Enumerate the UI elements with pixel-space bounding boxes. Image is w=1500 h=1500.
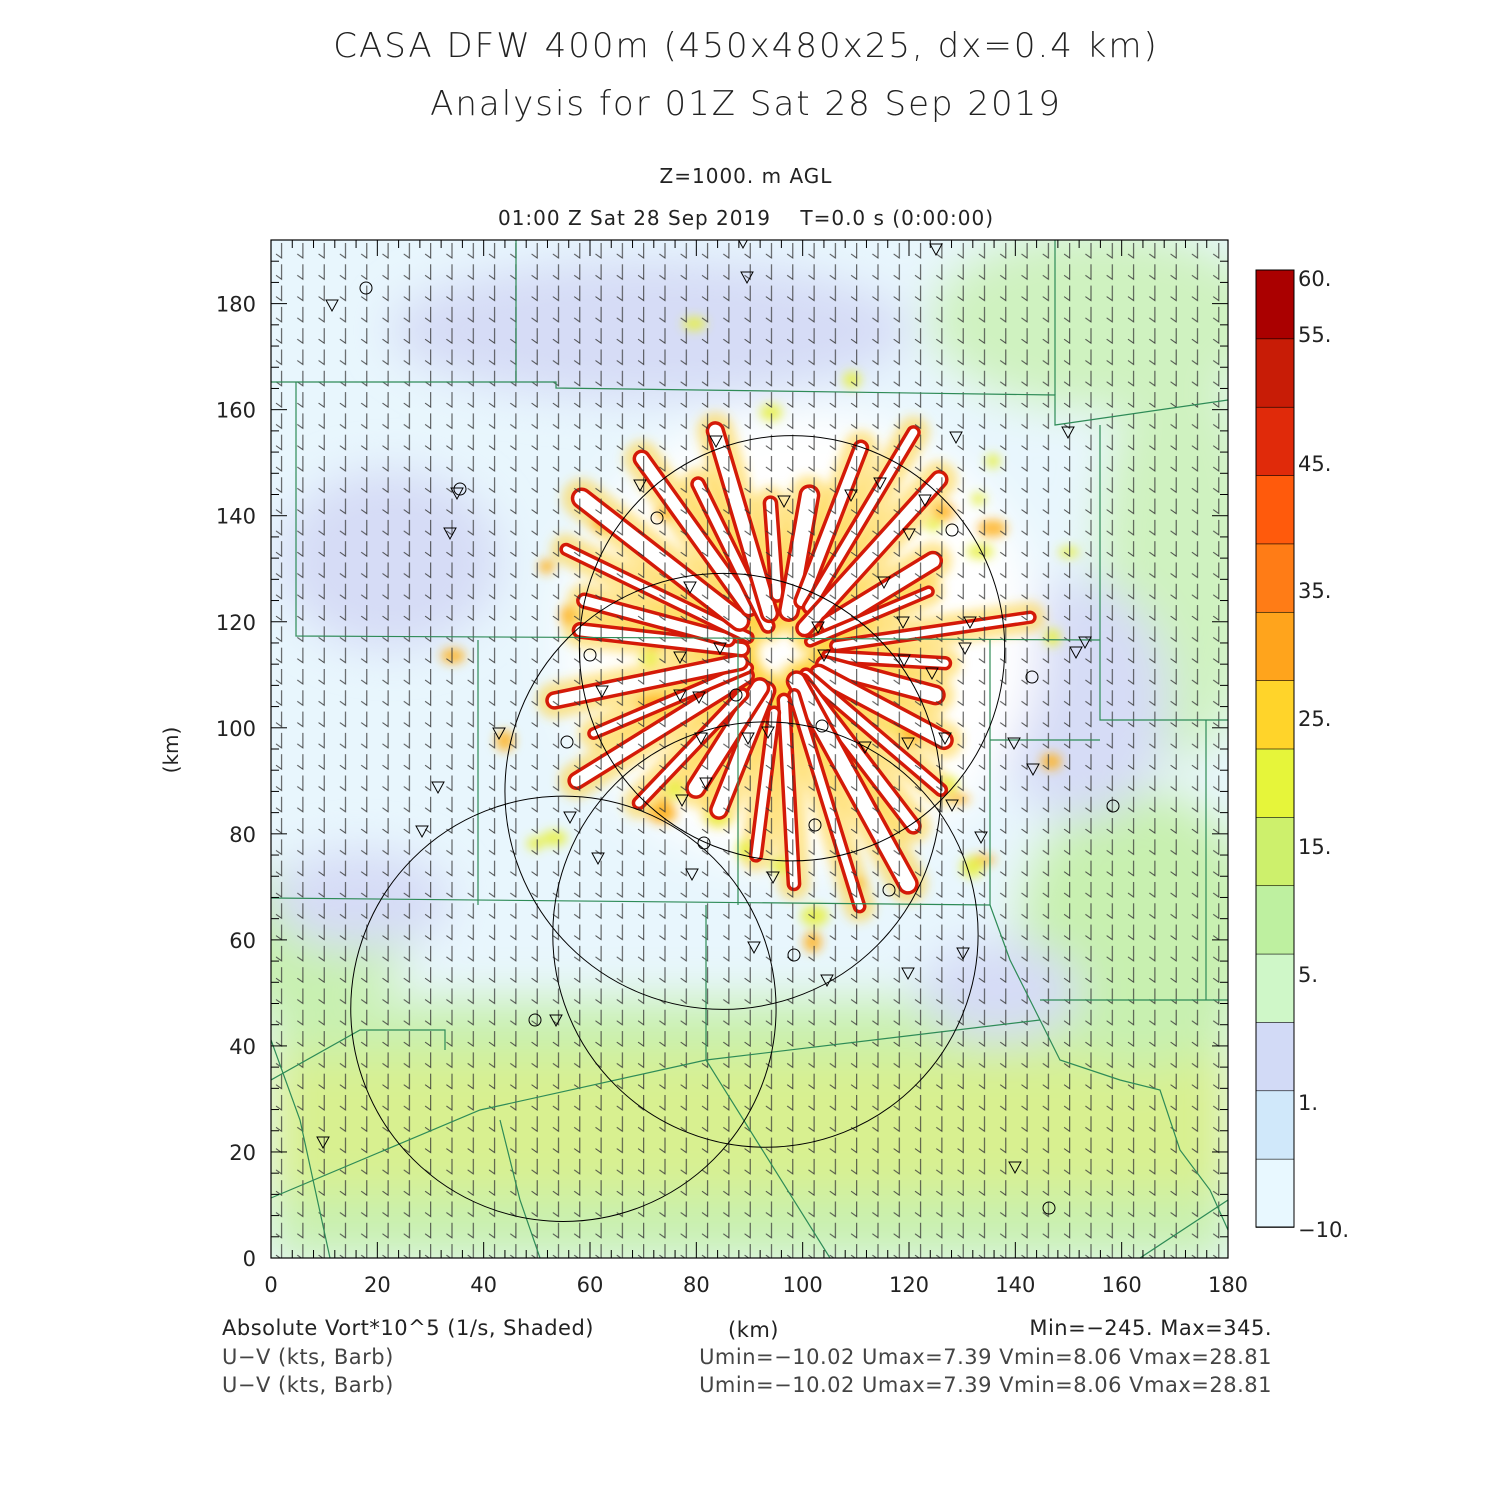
barb-stats-1: Umin=−10.02 Umax=7.39 Vmin=8.06 Vmax=28.… bbox=[699, 1345, 1272, 1369]
x-tick-label: 180 bbox=[1208, 1273, 1248, 1297]
colorbar bbox=[1255, 269, 1295, 1228]
x-tick-labels: 0 20 40 60 80 100 120 140 160 180 bbox=[264, 1273, 1248, 1297]
y-tick-label: 0 bbox=[243, 1247, 256, 1271]
x-tick-label: 80 bbox=[683, 1273, 710, 1297]
y-tick-label: 120 bbox=[216, 611, 256, 635]
shaded-field-label: Absolute Vort*10^5 (1/s, Shaded) bbox=[222, 1316, 594, 1340]
x-tick-label: 140 bbox=[995, 1273, 1035, 1297]
radar-ring bbox=[578, 435, 1006, 862]
y-tick-label: 20 bbox=[229, 1141, 256, 1165]
colorbar-segment bbox=[1255, 884, 1295, 955]
plot-area bbox=[271, 240, 1228, 1258]
colorbar-label: 55. bbox=[1298, 323, 1331, 347]
level-label: Z=1000. m AGL bbox=[659, 164, 833, 188]
valid-time-label: 01:00 Z Sat 28 Sep 2019 T=0.0 s (0:00:00… bbox=[497, 206, 994, 230]
axis-ticks bbox=[270, 239, 1229, 1259]
y-tick-label: 60 bbox=[229, 929, 256, 953]
barb-field-label-1: U−V (kts, Barb) bbox=[222, 1345, 394, 1369]
barb-field-label-2: U−V (kts, Barb) bbox=[222, 1373, 394, 1397]
x-tick-label: 0 bbox=[264, 1273, 277, 1297]
title-line-2: Analysis for 01Z Sat 28 Sep 2019 bbox=[430, 84, 1062, 124]
y-tick-label: 80 bbox=[229, 823, 256, 847]
colorbar-label: 60. bbox=[1298, 267, 1331, 291]
y-tick-label: 180 bbox=[216, 293, 256, 317]
x-tick-label: 40 bbox=[470, 1273, 497, 1297]
county-lines bbox=[271, 240, 1228, 1258]
colorbar-segment bbox=[1255, 679, 1295, 750]
x-axis-label: (km) bbox=[728, 1318, 780, 1342]
colorbar-segment bbox=[1255, 543, 1295, 613]
colorbar-label: 35. bbox=[1298, 579, 1331, 603]
title-line-1: CASA DFW 400m (450x480x25, dx=0.4 km) bbox=[333, 26, 1159, 66]
colorbar-segment bbox=[1255, 816, 1295, 887]
x-tick-label: 120 bbox=[889, 1273, 929, 1297]
y-tick-label: 40 bbox=[229, 1035, 256, 1059]
colorbar-label: 15. bbox=[1298, 835, 1331, 859]
x-tick-label: 60 bbox=[577, 1273, 604, 1297]
colorbar-label: −10. bbox=[1298, 1218, 1349, 1242]
y-tick-labels: 0 20 40 60 80 100 120 140 160 180 bbox=[216, 293, 256, 1271]
colorbar-segment bbox=[1255, 474, 1295, 545]
colorbar-labels: 60. 55. 45. 35. 25. 15. 5. 1. −10. bbox=[1298, 267, 1349, 1242]
colorbar-segment bbox=[1255, 1158, 1295, 1228]
x-tick-label: 100 bbox=[783, 1273, 823, 1297]
x-tick-label: 160 bbox=[1102, 1273, 1142, 1297]
colorbar-segment bbox=[1255, 269, 1295, 340]
colorbar-segment bbox=[1255, 748, 1295, 818]
colorbar-segment bbox=[1255, 1089, 1295, 1160]
colorbar-label: 1. bbox=[1298, 1091, 1318, 1115]
wind-barbs bbox=[271, 240, 1228, 1258]
radar-ring bbox=[350, 795, 777, 1222]
colorbar-segment bbox=[1255, 953, 1295, 1023]
colorbar-segment bbox=[1255, 611, 1295, 681]
station-markers bbox=[316, 240, 1120, 1215]
colorbar-frame bbox=[1255, 269, 1295, 1228]
barb-stats-2: Umin=−10.02 Umax=7.39 Vmin=8.06 Vmax=28.… bbox=[699, 1373, 1272, 1397]
radar-range-rings bbox=[350, 435, 1006, 1222]
min-max-label: Min=−245. Max=345. bbox=[1029, 1316, 1272, 1340]
colorbar-segment bbox=[1255, 1021, 1295, 1092]
y-tick-label: 160 bbox=[216, 399, 256, 423]
radar-ring bbox=[504, 572, 942, 1010]
y-tick-label: 140 bbox=[216, 505, 256, 529]
colorbar-segment bbox=[1255, 338, 1295, 408]
colorbar-label: 25. bbox=[1298, 707, 1331, 731]
colorbar-segment bbox=[1255, 406, 1295, 476]
colorbar-label: 5. bbox=[1298, 963, 1318, 987]
radar-ring bbox=[552, 721, 979, 1148]
colorbar-label: 45. bbox=[1298, 452, 1331, 476]
y-axis-label: (km) bbox=[159, 727, 183, 774]
x-tick-label: 20 bbox=[364, 1273, 391, 1297]
y-tick-label: 100 bbox=[216, 717, 256, 741]
